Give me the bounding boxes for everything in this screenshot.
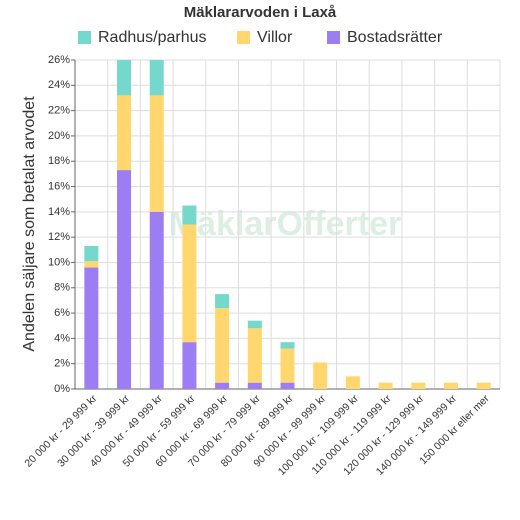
bar-segment bbox=[411, 382, 426, 389]
bar-segment bbox=[84, 267, 99, 389]
y-tick-label: 16% bbox=[48, 180, 70, 192]
bar-segment bbox=[215, 382, 230, 389]
bar-segment bbox=[247, 320, 262, 329]
bar-segment bbox=[149, 95, 164, 212]
bar-segment bbox=[149, 211, 164, 389]
y-tick-label: 6% bbox=[54, 307, 70, 319]
legend-label: Villor bbox=[257, 29, 293, 46]
bar-segment bbox=[378, 382, 393, 389]
bar-segment bbox=[280, 342, 295, 349]
y-tick-label: 8% bbox=[54, 282, 70, 294]
y-tick-label: 10% bbox=[48, 256, 70, 268]
bar-segment bbox=[280, 382, 295, 389]
bar-segment bbox=[247, 328, 262, 383]
chart-title: Mäklararvoden i Laxå bbox=[184, 4, 337, 21]
bar-segment bbox=[476, 382, 491, 389]
bar-segment bbox=[182, 342, 197, 389]
bar-segment bbox=[84, 246, 99, 262]
bar-segment bbox=[345, 376, 360, 389]
y-tick-label: 0% bbox=[54, 383, 70, 395]
y-tick-label: 22% bbox=[48, 105, 70, 117]
bar-segment bbox=[117, 95, 132, 171]
y-tick-label: 24% bbox=[48, 79, 70, 91]
bar-segment bbox=[247, 382, 262, 389]
bar-segment bbox=[149, 60, 164, 96]
bar-segment bbox=[182, 224, 197, 343]
watermark: MäklarOfferter bbox=[169, 205, 401, 243]
bar-segment bbox=[84, 261, 99, 268]
bar-segment bbox=[443, 382, 458, 389]
legend-label: Bostadsrätter bbox=[347, 29, 443, 46]
bar-segment bbox=[117, 170, 132, 389]
bar-segment bbox=[313, 362, 328, 389]
y-axis-title: Andelen säljare som betalat arvodet bbox=[21, 96, 38, 352]
bar-segment bbox=[215, 308, 230, 383]
y-tick-label: 4% bbox=[54, 332, 70, 344]
y-tick-label: 20% bbox=[48, 130, 70, 142]
bar-segment bbox=[117, 60, 132, 96]
bar-segment bbox=[182, 205, 197, 225]
legend-swatch bbox=[78, 31, 91, 44]
y-tick-label: 14% bbox=[48, 206, 70, 218]
legend-label: Radhus/parhus bbox=[98, 29, 207, 46]
bar-segment bbox=[215, 294, 230, 309]
y-tick-label: 12% bbox=[48, 231, 70, 243]
legend-swatch bbox=[237, 31, 250, 44]
bar-segment bbox=[280, 348, 295, 383]
y-tick-label: 2% bbox=[54, 358, 70, 370]
legend-swatch bbox=[327, 31, 340, 44]
y-tick-label: 26% bbox=[48, 54, 70, 66]
y-tick-label: 18% bbox=[48, 155, 70, 167]
